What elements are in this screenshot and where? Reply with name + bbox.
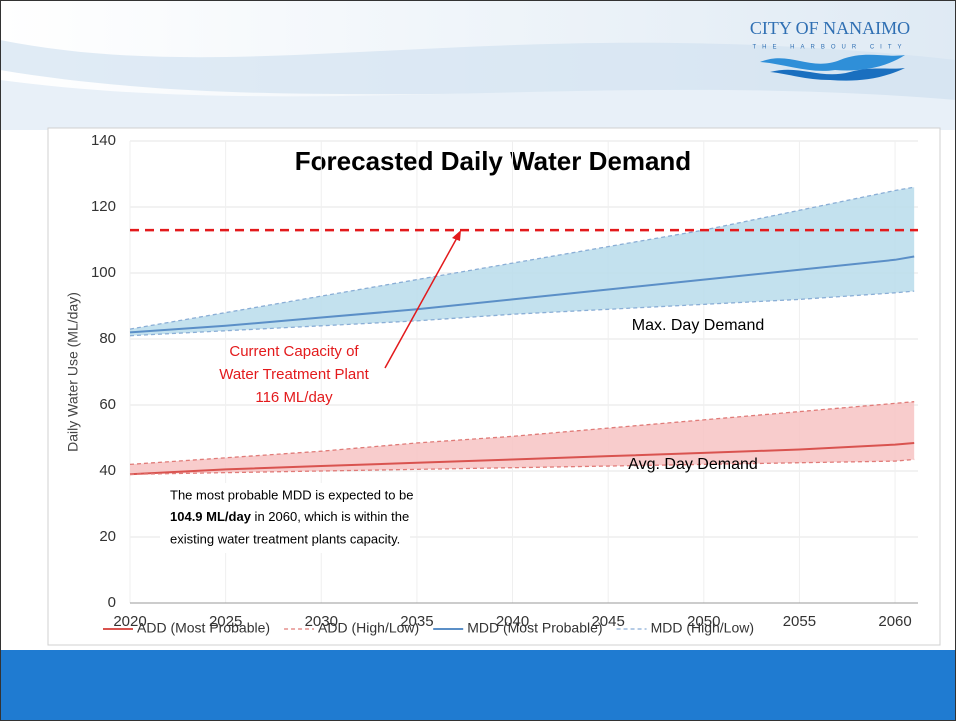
range-band	[130, 187, 915, 336]
annotation: Avg. Day Demand	[628, 456, 758, 473]
series-line	[129, 255, 915, 334]
x-tick-label: 2025	[209, 613, 242, 630]
y-tick-label: 20	[99, 528, 116, 545]
annotation: Water Treatment Plant	[219, 366, 369, 383]
annotation: Current Capacity of	[229, 343, 359, 360]
footer-band	[0, 650, 956, 721]
legend-label: ADD (Most Probable)	[137, 620, 270, 636]
series-line	[129, 441, 915, 476]
note-box	[160, 483, 410, 553]
y-tick-label: 0	[108, 594, 116, 611]
low-line	[129, 290, 915, 337]
y-tick-label: 140	[91, 132, 116, 149]
high-line	[129, 186, 915, 330]
legend-label: MDD (High/Low)	[651, 620, 754, 636]
range-band	[130, 401, 915, 475]
plot	[129, 186, 918, 476]
y-tick-label: 100	[91, 264, 116, 281]
logo-wave	[760, 54, 905, 71]
note: 104.9 ML/day in 2060, which is within th…	[170, 509, 409, 524]
x-tick-label: 2055	[783, 613, 816, 630]
legend-label: MDD (Most Probable)	[467, 620, 602, 636]
legend-label: ADD (High/Low)	[318, 620, 419, 636]
chart-panel	[47, 127, 941, 646]
note: in 2060, which is within the	[251, 509, 409, 524]
y-tick-label: 40	[99, 462, 116, 479]
x-tick-label: 2045	[591, 613, 624, 630]
note: existing water treatment plants capacity…	[170, 531, 400, 546]
y-tick-label: 80	[99, 330, 116, 347]
header-wave	[0, 80, 956, 130]
x-tick-label: 2040	[496, 613, 529, 630]
x-tick-label: 2020	[113, 613, 146, 630]
x-tick-label: 2035	[400, 613, 433, 630]
legend: ADD (Most Probable) ADD (High/Low) MDD (Mo…	[103, 620, 754, 636]
low-line	[129, 458, 915, 475]
x-tick-label: 2050	[687, 613, 720, 630]
y-axis-label: Daily Water Use (ML/day)	[65, 292, 81, 452]
x-tick-label: 2060	[878, 613, 911, 630]
high-line	[129, 401, 915, 466]
annotation: Max. Day Demand	[632, 317, 765, 334]
chart-title: Forecasted Daily Water Demand	[295, 146, 691, 176]
x-tick-label: 2030	[305, 613, 338, 630]
y-tick-label: 120	[91, 198, 116, 215]
arrow-head	[452, 230, 461, 241]
logo-wave	[770, 68, 905, 81]
note: The most probable MDD is expected to be	[170, 487, 414, 502]
annotation: 116 ML/day	[255, 389, 333, 406]
y-tick-label: 60	[99, 396, 116, 413]
arrow	[384, 235, 459, 369]
logo-name: CITY OF NANAIMO	[750, 18, 910, 38]
logo-tagline: THE HARBOUR CITY	[752, 45, 907, 51]
annotations: Current Capacity of Water Treatment Plan…	[160, 230, 764, 553]
note-bold: 104.9 ML/day	[170, 509, 252, 524]
